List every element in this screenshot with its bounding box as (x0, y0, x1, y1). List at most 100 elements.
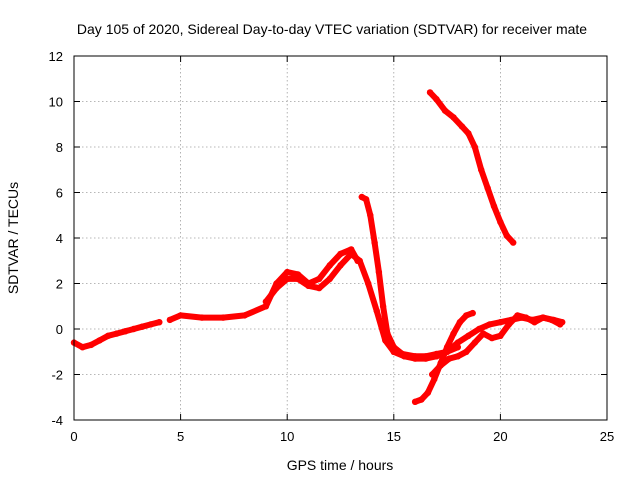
data-point (426, 89, 434, 96)
data-point (503, 232, 510, 239)
series-line-2 (166, 246, 361, 323)
data-point (273, 284, 280, 292)
data-point (424, 389, 432, 396)
data-point (262, 298, 270, 305)
y-axis-title: SDTVAR / TECUs (5, 182, 21, 294)
series-line-7 (429, 312, 564, 378)
x-tick-label: 0 (70, 429, 77, 444)
data-point (356, 257, 363, 264)
data-point (130, 325, 137, 333)
data-point (548, 316, 555, 324)
data-point (433, 353, 440, 360)
data-point (450, 114, 457, 121)
data-point (418, 396, 425, 403)
data-point (475, 325, 483, 333)
data-point (437, 362, 444, 369)
x-tick-label: 10 (280, 429, 294, 444)
data-point (384, 330, 391, 337)
data-point (362, 196, 370, 203)
data-point (375, 268, 383, 276)
data-point (367, 212, 374, 219)
data-point (373, 307, 380, 314)
data-point (531, 319, 538, 326)
data-point (446, 355, 453, 362)
data-point (401, 353, 408, 360)
data-point (87, 341, 95, 349)
data-point (497, 218, 504, 226)
data-point (480, 330, 487, 337)
data-point (348, 250, 355, 258)
data-point (465, 332, 472, 339)
data-point (365, 280, 372, 287)
data-point (454, 353, 461, 360)
data-point (241, 312, 248, 319)
data-point (316, 284, 323, 292)
data-point (390, 348, 397, 355)
data-point (326, 275, 333, 283)
y-tick-label: -2 (51, 368, 63, 383)
x-tick-label: 5 (177, 429, 184, 444)
x-tick-label: 15 (387, 429, 401, 444)
data-point (147, 321, 154, 328)
x-tick-label: 25 (600, 429, 614, 444)
data-point (316, 275, 323, 283)
data-point (490, 203, 498, 210)
data-point (348, 246, 355, 253)
data-point (166, 316, 174, 324)
chart-title: Day 105 of 2020, Sidereal Day-to-day VTE… (77, 21, 587, 37)
data-point (305, 282, 312, 289)
data-point (456, 319, 464, 326)
data-point (478, 166, 485, 173)
data-point (443, 344, 451, 351)
y-tick-label: 8 (56, 140, 63, 155)
data-point (113, 330, 120, 337)
data-point (510, 239, 517, 246)
data-point (471, 143, 478, 151)
data-point (486, 321, 493, 328)
data-point (294, 275, 302, 283)
data-point (441, 107, 449, 114)
data-point (465, 130, 472, 137)
data-point (522, 314, 530, 321)
data-point (198, 314, 206, 321)
data-point (156, 319, 163, 326)
series-line-6 (412, 310, 476, 405)
data-point (177, 312, 184, 319)
data-point (514, 312, 521, 319)
data-point (390, 344, 397, 351)
data-point (122, 328, 129, 335)
data-point (458, 123, 466, 130)
data-point (463, 348, 470, 355)
data-point (79, 344, 86, 351)
x-axis-title: GPS time / hours (287, 457, 394, 473)
y-tick-label: 12 (49, 49, 63, 64)
y-tick-label: 10 (49, 95, 63, 110)
data-point (262, 303, 270, 310)
data-point (411, 398, 419, 405)
data-point (220, 314, 227, 321)
data-point (469, 309, 476, 317)
data-point (284, 275, 291, 283)
y-tick-label: 0 (56, 322, 63, 337)
data-point (539, 314, 547, 321)
data-point (497, 332, 504, 339)
data-point (284, 268, 291, 276)
data-point (96, 337, 103, 344)
data-point (454, 339, 461, 346)
series-line-4 (358, 194, 461, 360)
data-point (497, 319, 504, 326)
data-point (104, 332, 112, 339)
y-tick-label: 6 (56, 186, 63, 201)
data-point (371, 239, 378, 246)
data-point (337, 250, 344, 258)
y-tick-label: 4 (56, 231, 63, 246)
data-point (471, 339, 478, 346)
data-point (139, 323, 146, 330)
data-point (556, 321, 564, 328)
data-point (429, 371, 436, 378)
data-point (422, 355, 429, 362)
data-point (488, 334, 496, 342)
data-point (337, 262, 344, 269)
data-point (379, 303, 387, 310)
